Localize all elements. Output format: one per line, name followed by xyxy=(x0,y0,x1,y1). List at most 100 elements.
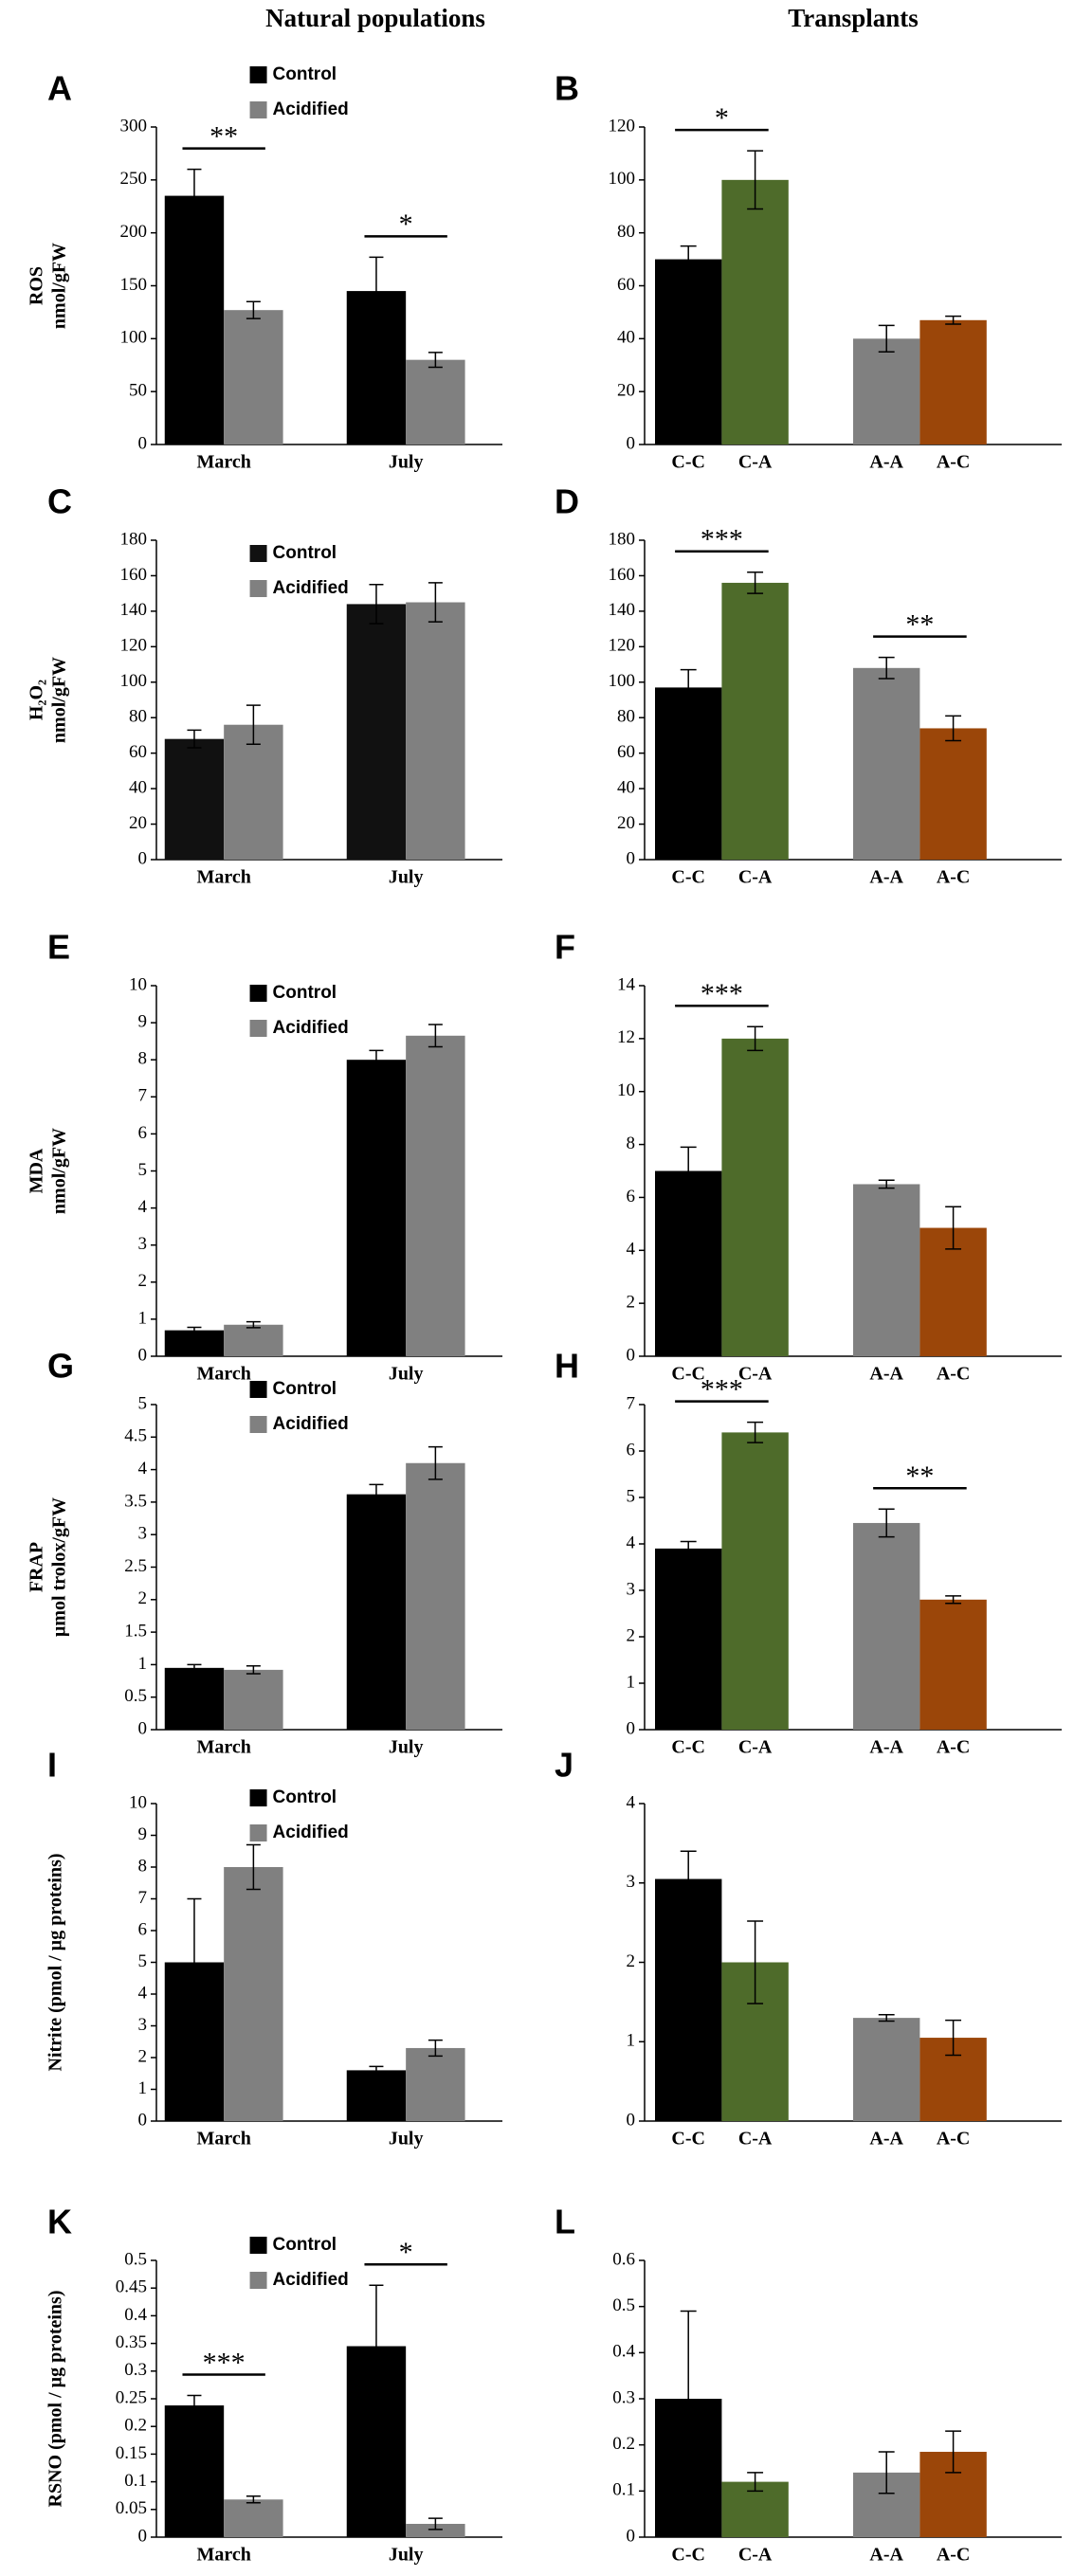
panel-letter: L xyxy=(555,2203,575,2241)
significance-label: ** xyxy=(905,608,934,640)
error-bar xyxy=(945,715,962,742)
error-bar xyxy=(187,168,202,224)
bar xyxy=(164,1667,225,1730)
y-tick-label: 0 xyxy=(627,848,636,868)
y-tick-label: 0.5 xyxy=(124,1686,147,1706)
y-tick-label: 3 xyxy=(627,1872,636,1892)
error-bar xyxy=(246,2495,261,2504)
significance-label: ** xyxy=(209,121,238,153)
y-axis-label: MDA xyxy=(27,1148,47,1193)
x-tick-label: C-A xyxy=(738,2129,773,2150)
y-tick-label: 4 xyxy=(138,1197,148,1217)
y-tick-label: 0 xyxy=(627,2110,636,2130)
y-tick-label: 6 xyxy=(627,1187,636,1206)
y-tick-label: 3 xyxy=(627,1579,636,1599)
y-tick-label: 0.2 xyxy=(612,2434,635,2454)
error-bar xyxy=(878,1179,895,1189)
error-bar xyxy=(945,315,962,325)
significance-label: * xyxy=(399,2237,413,2268)
y-tick-label: 8 xyxy=(627,1134,636,1153)
panel-letter: G xyxy=(47,1347,74,1386)
panel-letter: B xyxy=(555,69,579,108)
bar xyxy=(224,1669,283,1730)
y-tick-label: 1.5 xyxy=(124,1621,147,1641)
bar xyxy=(853,2018,920,2121)
x-tick-label: July xyxy=(389,2129,424,2150)
y-axis-label: µmol trolox/gFW xyxy=(49,1497,70,1637)
bar xyxy=(853,1184,920,1356)
y-tick-label: 10 xyxy=(617,1080,635,1100)
y-tick-label: 0 xyxy=(627,1345,636,1365)
y-tick-label: 100 xyxy=(609,671,636,691)
y-tick-label: 2 xyxy=(138,1588,148,1608)
y-tick-label: 300 xyxy=(120,116,148,136)
error-bar xyxy=(747,571,764,594)
x-tick-label: March xyxy=(196,1364,250,1385)
y-tick-label: 60 xyxy=(129,742,147,762)
panel-letter: H xyxy=(555,1347,579,1386)
y-tick-label: 140 xyxy=(120,600,148,620)
y-tick-label: 3 xyxy=(138,1234,148,1254)
y-tick-label: 2 xyxy=(627,1625,636,1645)
error-bar xyxy=(945,1595,962,1605)
y-tick-label: 9 xyxy=(138,1011,148,1031)
y-tick-label: 0.3 xyxy=(612,2387,635,2407)
y-tick-label: 80 xyxy=(617,222,635,242)
legend-label: Acidified xyxy=(273,1018,349,1038)
y-tick-label: 20 xyxy=(617,381,635,401)
error-bar xyxy=(428,2039,443,2058)
panel-letter: A xyxy=(47,69,72,108)
y-tick-label: 2 xyxy=(138,2046,148,2066)
error-bar xyxy=(187,1326,202,1334)
y-tick-label: 6 xyxy=(627,1440,636,1460)
bar xyxy=(164,738,225,860)
y-tick-label: 1 xyxy=(627,2031,636,2051)
bar xyxy=(224,1867,283,2121)
significance-label: *** xyxy=(203,2347,246,2378)
bar xyxy=(853,1522,920,1730)
y-tick-label: 5 xyxy=(138,1160,148,1180)
bar xyxy=(406,602,465,860)
x-tick-label: A-A xyxy=(869,452,903,473)
bar xyxy=(655,687,722,860)
y-tick-label: 2.5 xyxy=(124,1556,147,1576)
legend-swatch xyxy=(249,1824,267,1841)
error-bar xyxy=(369,2284,384,2408)
error-bar xyxy=(945,2019,962,2057)
column-title: Natural populations xyxy=(265,4,485,32)
bar xyxy=(721,1432,789,1730)
legend-label: Acidified xyxy=(273,2270,349,2290)
error-bar xyxy=(747,1421,764,1443)
panel-letter: E xyxy=(47,928,70,967)
x-tick-label: July xyxy=(389,2545,424,2566)
error-bar xyxy=(246,1665,261,1675)
bar xyxy=(721,179,789,445)
x-tick-label: A-A xyxy=(869,1737,903,1758)
y-tick-label: 14 xyxy=(617,974,636,994)
significance-label: *** xyxy=(701,1374,743,1406)
error-bar xyxy=(747,150,764,210)
x-tick-label: March xyxy=(196,867,250,888)
bar xyxy=(346,604,407,860)
y-tick-label: 0 xyxy=(138,433,148,453)
x-tick-label: C-C xyxy=(671,2129,705,2150)
error-bar xyxy=(187,1663,202,1673)
y-tick-label: 50 xyxy=(129,381,147,401)
y-axis-label: FRAP xyxy=(27,1542,47,1592)
bar xyxy=(655,1878,722,2121)
error-bar xyxy=(369,584,384,625)
x-tick-label: A-C xyxy=(937,1737,971,1758)
legend-swatch xyxy=(249,580,267,597)
y-tick-label: 0.2 xyxy=(124,2416,147,2436)
x-tick-label: July xyxy=(389,452,424,473)
y-axis-label: nmol/gFW xyxy=(49,657,70,743)
error-bar xyxy=(747,1920,764,2005)
legend-label: Acidified xyxy=(273,1414,349,1434)
error-bar xyxy=(428,352,443,369)
bar xyxy=(346,1060,407,1356)
bar xyxy=(164,2405,225,2537)
x-tick-label: March xyxy=(196,452,250,473)
error-bar xyxy=(187,1897,202,2027)
x-tick-label: C-C xyxy=(671,867,705,888)
